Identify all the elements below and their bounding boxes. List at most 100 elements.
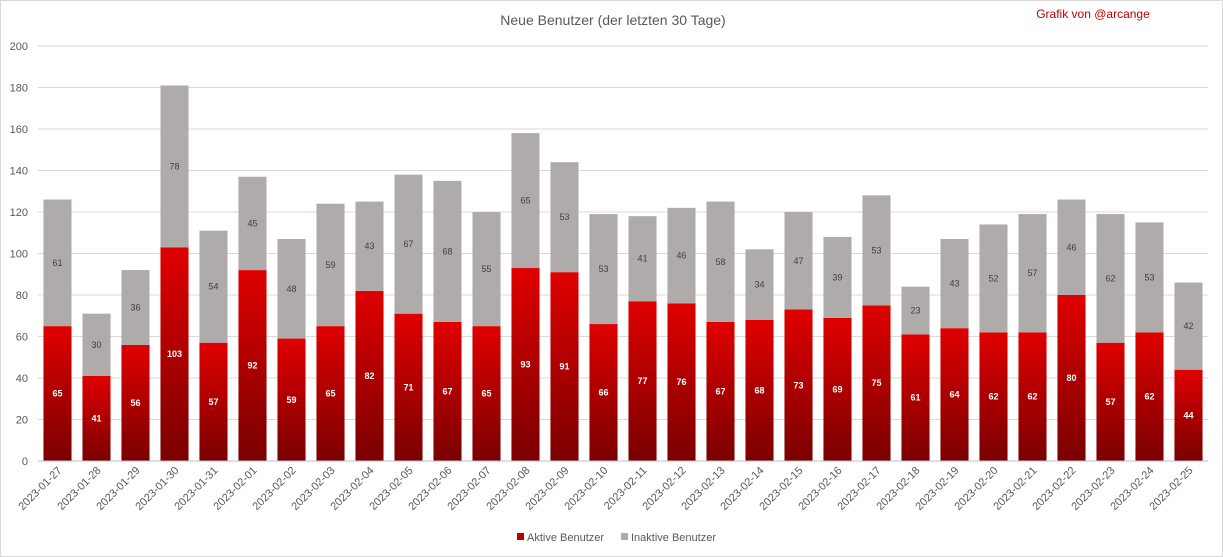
bar-active bbox=[745, 319, 774, 461]
data-label-active: 68 bbox=[754, 385, 764, 395]
legend-label-active: Aktive Benutzer bbox=[527, 532, 604, 544]
bar-inactive bbox=[589, 214, 618, 325]
data-label-inactive: 61 bbox=[52, 258, 62, 268]
data-label-inactive: 53 bbox=[871, 245, 881, 255]
data-label-inactive: 59 bbox=[325, 260, 335, 270]
bar-inactive bbox=[238, 176, 267, 271]
data-label-active: 67 bbox=[715, 386, 725, 396]
data-label-active: 41 bbox=[91, 413, 101, 423]
data-label-inactive: 48 bbox=[286, 284, 296, 294]
bar-active bbox=[511, 268, 540, 461]
bar-inactive bbox=[1018, 214, 1047, 333]
data-label-inactive: 36 bbox=[130, 302, 140, 312]
y-tick-label: 100 bbox=[10, 249, 28, 261]
data-label-active: 71 bbox=[403, 382, 413, 392]
data-label-inactive: 65 bbox=[520, 196, 530, 206]
data-label-inactive: 58 bbox=[715, 257, 725, 267]
data-label-inactive: 30 bbox=[91, 340, 101, 350]
y-tick-label: 60 bbox=[16, 332, 28, 344]
data-label-inactive: 23 bbox=[910, 306, 920, 316]
bar-inactive bbox=[823, 236, 852, 318]
data-label-inactive: 54 bbox=[208, 282, 218, 292]
bar-active bbox=[43, 326, 72, 461]
y-tick-label: 140 bbox=[10, 166, 28, 178]
legend-swatch-inactive bbox=[621, 533, 628, 540]
bar-active bbox=[121, 344, 150, 461]
bar-inactive bbox=[394, 174, 423, 314]
data-label-inactive: 43 bbox=[949, 279, 959, 289]
data-label-active: 65 bbox=[52, 389, 62, 399]
bar-inactive bbox=[82, 313, 111, 376]
legend: Aktive Benutzer Inaktive Benutzer bbox=[517, 532, 716, 544]
bars bbox=[43, 85, 1203, 461]
chart-credit: Grafik von @arcange bbox=[1036, 7, 1150, 21]
data-label-inactive: 34 bbox=[754, 280, 764, 290]
data-label-inactive: 45 bbox=[247, 218, 257, 228]
grid-lines bbox=[38, 45, 1208, 420]
legend-swatch-active bbox=[517, 533, 524, 540]
bar-inactive bbox=[160, 85, 189, 248]
bar-inactive bbox=[1096, 214, 1125, 343]
data-label-active: 66 bbox=[598, 388, 608, 398]
data-label-inactive: 46 bbox=[676, 251, 686, 261]
bar-inactive bbox=[1057, 199, 1086, 295]
data-label-active: 56 bbox=[130, 398, 140, 408]
data-label-inactive: 67 bbox=[403, 239, 413, 249]
bar-active bbox=[1096, 342, 1125, 461]
data-label-active: 76 bbox=[676, 377, 686, 387]
bar-active bbox=[1174, 369, 1203, 461]
data-label-active: 92 bbox=[247, 361, 257, 371]
y-tick-label: 160 bbox=[10, 124, 28, 136]
bar-inactive bbox=[862, 195, 891, 306]
data-label-active: 73 bbox=[793, 380, 803, 390]
data-label-active: 67 bbox=[442, 386, 452, 396]
bar-active bbox=[784, 309, 813, 461]
bar-active bbox=[589, 324, 618, 461]
bar-active bbox=[550, 272, 579, 461]
bar-active bbox=[277, 338, 306, 461]
data-label-inactive: 53 bbox=[1144, 272, 1154, 282]
bar-active bbox=[238, 270, 267, 461]
bar-active bbox=[394, 313, 423, 461]
data-label-inactive: 62 bbox=[1105, 273, 1115, 283]
data-label-active: 75 bbox=[871, 378, 881, 388]
y-tick-label: 80 bbox=[16, 290, 28, 302]
y-tick-label: 180 bbox=[10, 83, 28, 95]
data-label-inactive: 68 bbox=[442, 246, 452, 256]
y-axis-ticks: 0 20 40 60 80 100 120 140 160 180 200 bbox=[10, 41, 28, 468]
bar-active bbox=[355, 290, 384, 461]
data-label-inactive: 47 bbox=[793, 256, 803, 266]
y-tick-label: 200 bbox=[10, 41, 28, 53]
bar-active bbox=[823, 317, 852, 461]
bar-inactive bbox=[433, 180, 462, 322]
bar-active bbox=[160, 247, 189, 461]
data-label-inactive: 46 bbox=[1066, 242, 1076, 252]
x-axis-ticks: 2023-01-272023-01-282023-01-292023-01-30… bbox=[16, 465, 1195, 513]
data-label-inactive: 43 bbox=[364, 241, 374, 251]
data-labels: 65 61 41 30 56 36 103 78 57 54 92 45 59 48 65 59 82 43 71 6… bbox=[52, 161, 1193, 423]
bar-active bbox=[433, 321, 462, 461]
bar-active bbox=[82, 375, 111, 461]
y-tick-label: 120 bbox=[10, 207, 28, 219]
data-label-inactive: 53 bbox=[559, 212, 569, 222]
bar-inactive bbox=[316, 203, 345, 327]
legend-label-inactive: Inaktive Benutzer bbox=[631, 532, 716, 544]
bar-inactive bbox=[355, 201, 384, 291]
y-tick-label: 40 bbox=[16, 373, 28, 385]
y-tick-label: 0 bbox=[22, 456, 28, 468]
data-label-active: 57 bbox=[1105, 397, 1115, 407]
data-label-active: 62 bbox=[1144, 392, 1154, 402]
bar-inactive bbox=[706, 201, 735, 322]
bar-inactive bbox=[979, 224, 1008, 333]
bar-inactive bbox=[277, 238, 306, 339]
data-label-active: 44 bbox=[1183, 410, 1193, 420]
data-label-inactive: 52 bbox=[988, 273, 998, 283]
bar-inactive bbox=[199, 230, 228, 343]
bar-inactive bbox=[784, 212, 813, 310]
bar-active bbox=[901, 334, 930, 461]
bar-active bbox=[1135, 332, 1164, 461]
data-label-active: 65 bbox=[325, 389, 335, 399]
bar-active bbox=[316, 326, 345, 461]
bar-inactive bbox=[940, 238, 969, 329]
